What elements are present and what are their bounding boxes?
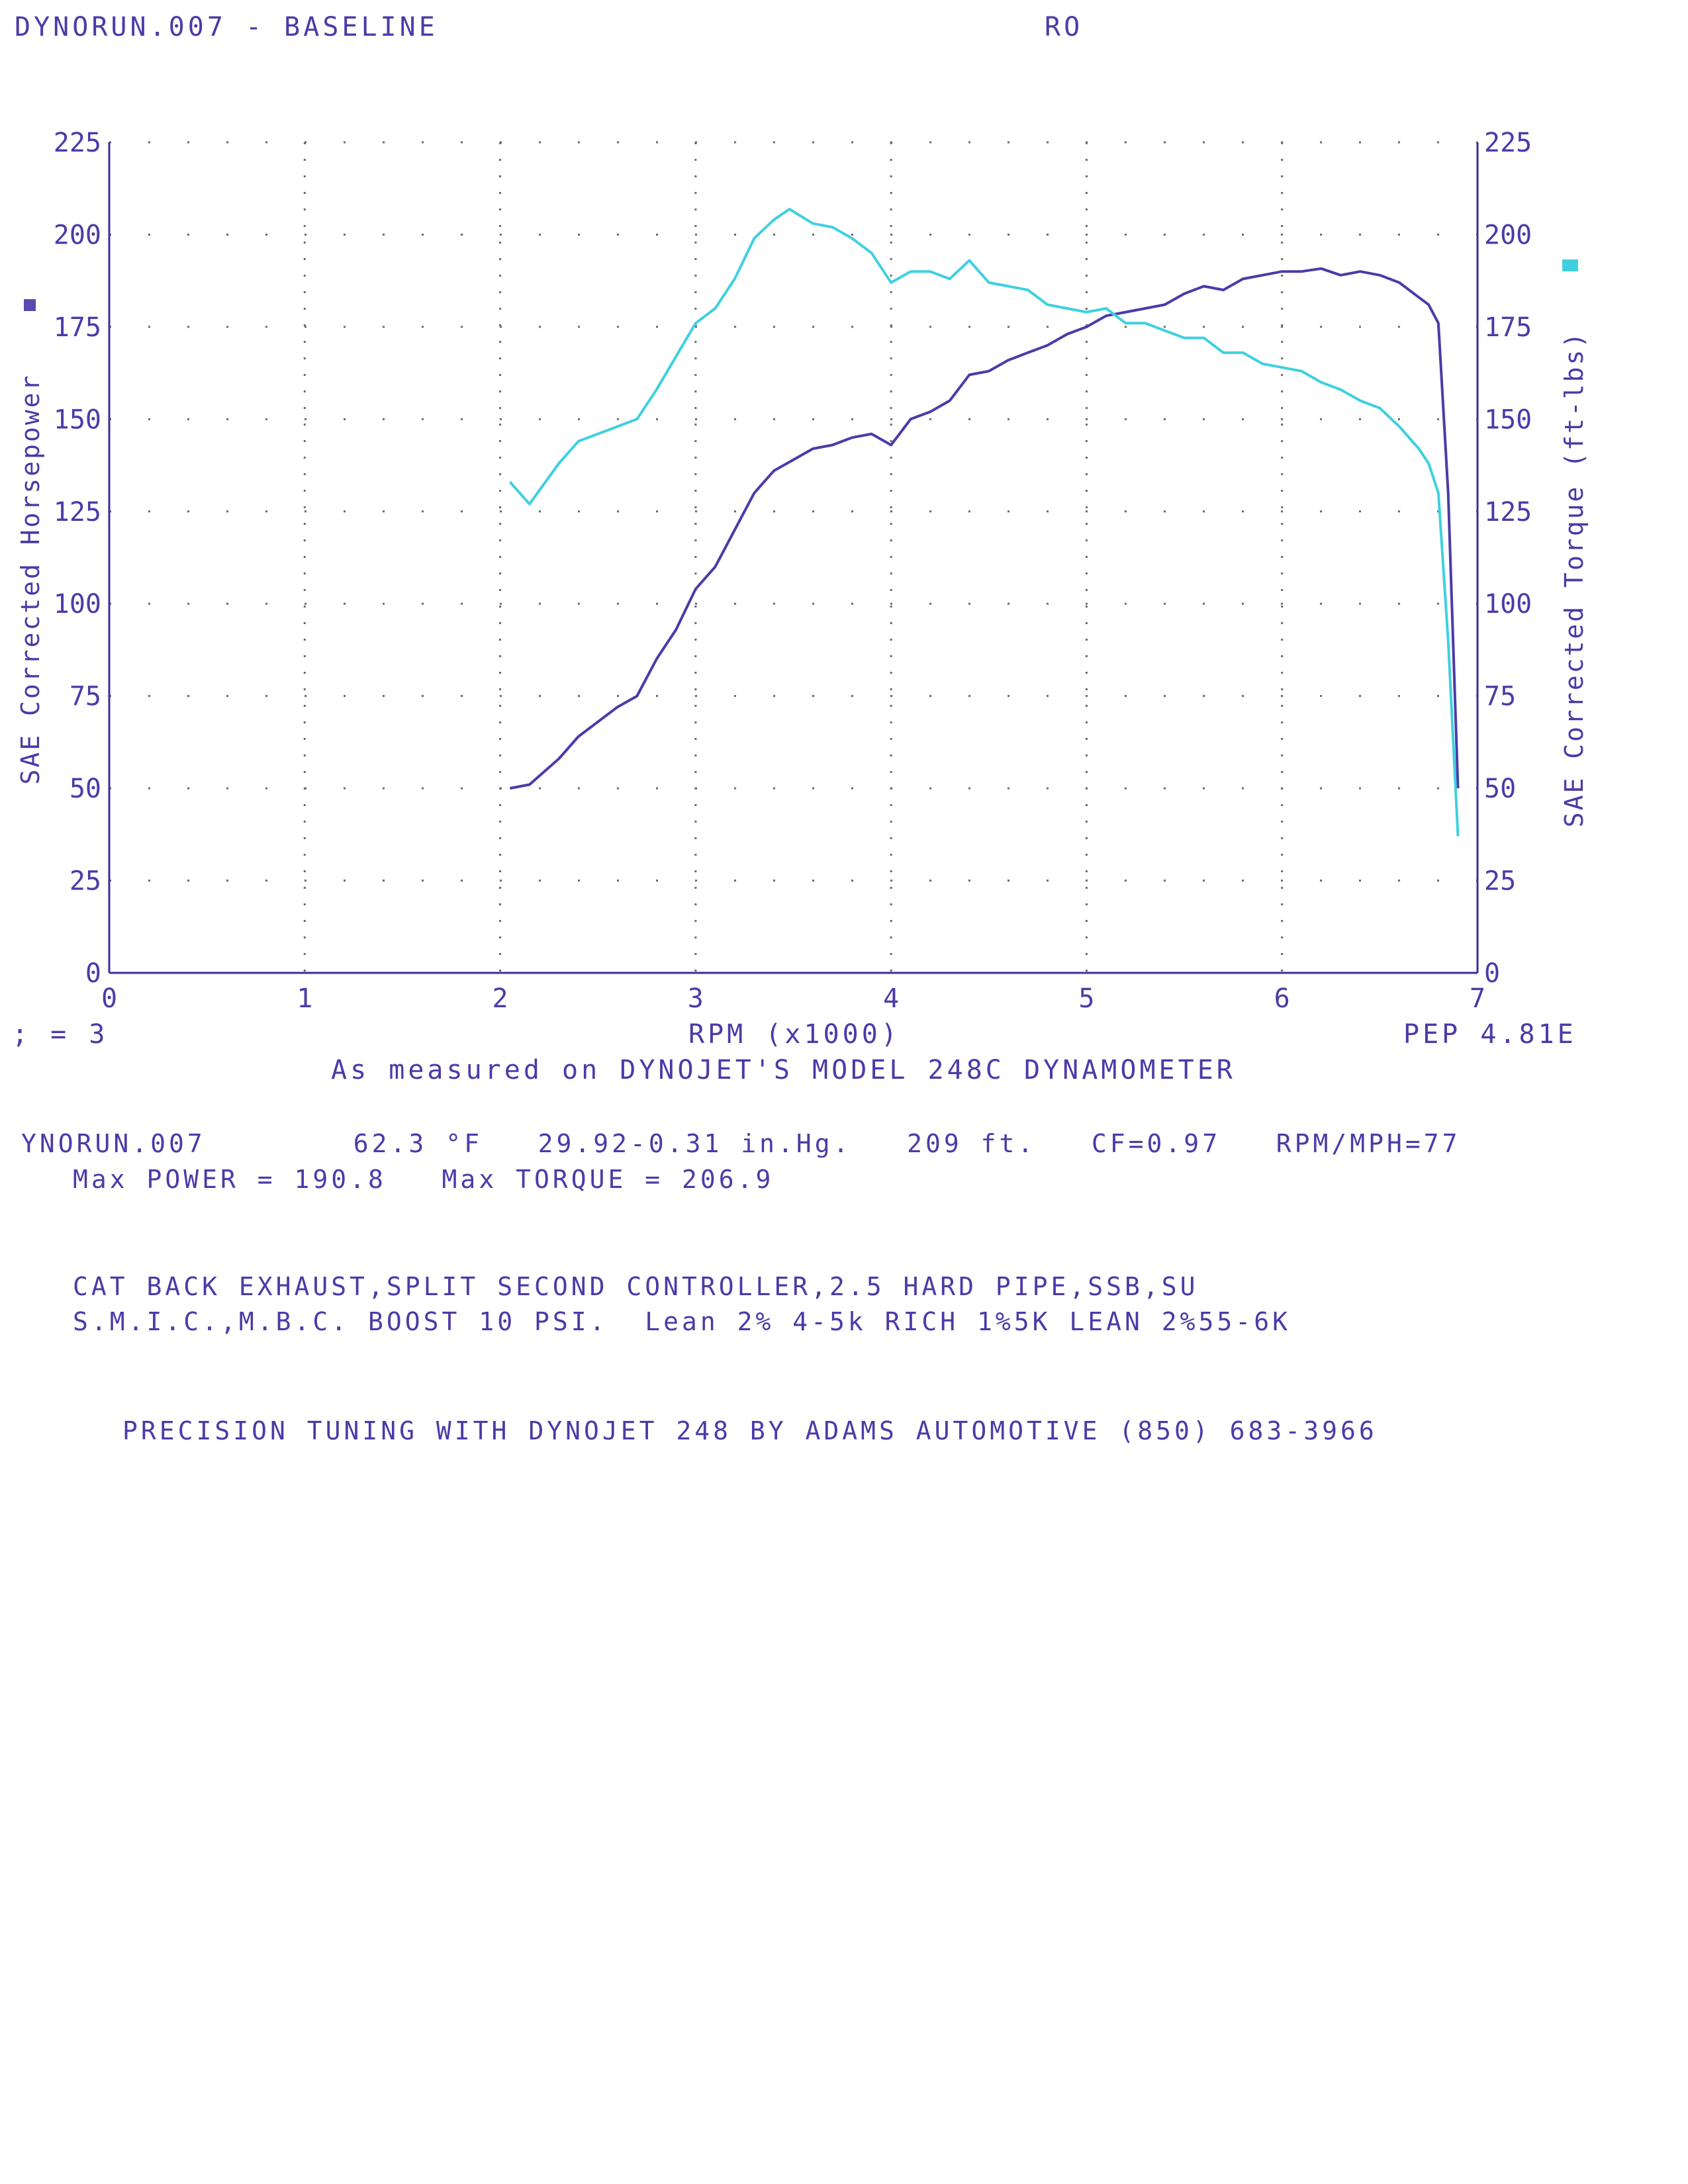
y-tick-label-right: 75 <box>1484 682 1516 712</box>
y-tick-label-left: 225 <box>54 128 101 158</box>
y-tick-label-right: 175 <box>1484 312 1532 343</box>
horsepower-legend-swatch <box>24 299 36 311</box>
y-tick-label-left: 200 <box>54 220 101 250</box>
y-tick-label-right: 200 <box>1484 220 1532 250</box>
y-tick-label-right: 100 <box>1484 589 1532 619</box>
pep-label: PEP 4.81E <box>1403 1019 1577 1050</box>
max-values: Max POWER = 190.8 Max TORQUE = 206.9 <box>73 1165 774 1194</box>
y-tick-label-right: 125 <box>1484 497 1532 527</box>
torque-line <box>508 208 1460 837</box>
x-axis-title: RPM (x1000) <box>688 1019 900 1050</box>
y-tick-label-left: 0 <box>85 958 101 989</box>
x-tick-label: 6 <box>1274 983 1290 1014</box>
x-tick-label: 4 <box>883 983 899 1014</box>
header-right-label: RO <box>1045 12 1084 42</box>
x-tick-label: 3 <box>688 983 704 1014</box>
y-tick-label-left: 25 <box>70 866 101 897</box>
shop-credit: PRECISION TUNING WITH DYNOJET 248 BY ADA… <box>122 1416 1378 1445</box>
y-tick-label-right: 150 <box>1484 404 1532 435</box>
notes-line-2: S.M.I.C.,M.B.C. BOOST 10 PSI. Lean 2% 4-… <box>73 1307 1291 1336</box>
run-title: DYNORUN.007 - BASELINE <box>15 12 438 42</box>
y-axis-left-title: SAE Corrected Horsepower <box>16 373 45 785</box>
run-conditions: YNORUN.007 62.3 °F 29.92-0.31 in.Hg. 209… <box>21 1129 1461 1158</box>
y-tick-label-left: 175 <box>54 312 101 343</box>
y-tick-label-left: 75 <box>70 682 101 712</box>
y-tick-label-left: 50 <box>70 774 101 804</box>
y-tick-label-right: 50 <box>1484 774 1516 804</box>
x-tick-label: 7 <box>1470 983 1485 1014</box>
y-tick-label-right: 25 <box>1484 866 1516 897</box>
y-axis-right-title: SAE Corrected Torque (ft-lbs) <box>1560 330 1589 828</box>
x-tick-label: 5 <box>1078 983 1094 1014</box>
y-tick-label-left: 100 <box>54 589 101 619</box>
x-tick-label: 2 <box>492 983 508 1014</box>
y-tick-label-left: 150 <box>54 404 101 435</box>
x-tick-label: 0 <box>101 983 117 1014</box>
y-tick-label-left: 125 <box>54 497 101 527</box>
horsepower-line <box>509 267 1460 790</box>
notes-line-1: CAT BACK EXHAUST,SPLIT SECOND CONTROLLER… <box>73 1272 1199 1301</box>
y-tick-label-right: 0 <box>1484 958 1500 989</box>
torque-legend-swatch <box>1562 259 1578 271</box>
y-tick-label-right: 225 <box>1484 128 1532 158</box>
x-tick-label: 1 <box>297 983 312 1014</box>
dyno-note: As measured on DYNOJET'S MODEL 248C DYNA… <box>331 1055 1236 1085</box>
smoothing-label: ; = 3 <box>12 1019 109 1050</box>
